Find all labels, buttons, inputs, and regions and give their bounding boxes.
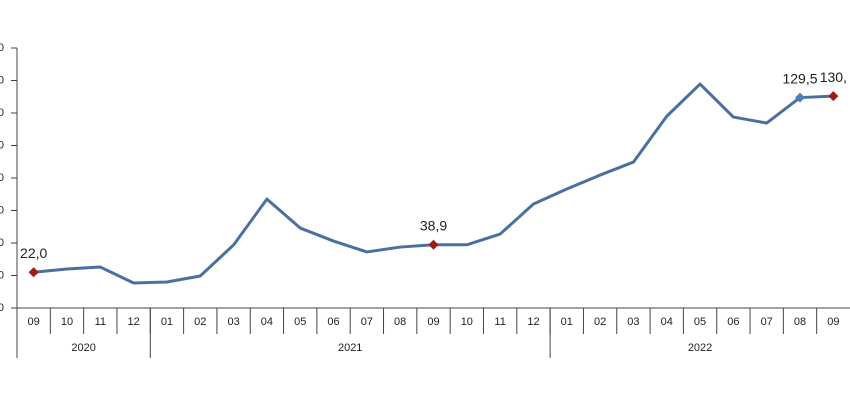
x-tick-label: 06: [727, 316, 739, 328]
y-tick-label: 80: [0, 172, 4, 184]
x-tick-label: 08: [394, 316, 406, 328]
x-tick-label: 05: [694, 316, 706, 328]
value-label: 22,0: [20, 245, 47, 261]
x-tick-label: 04: [261, 316, 273, 328]
x-tick-label: 01: [161, 316, 173, 328]
x-tick-label: 12: [127, 316, 139, 328]
y-tick-label: 0: [0, 302, 4, 314]
x-tick-label: 09: [28, 316, 40, 328]
x-tick-label: 05: [294, 316, 306, 328]
x-tick-label: 02: [194, 316, 206, 328]
value-label: 130,: [820, 69, 847, 85]
x-tick-label: 12: [527, 316, 539, 328]
x-tick-label: 03: [627, 316, 639, 328]
year-label: 2021: [338, 342, 362, 354]
line: [33, 82, 834, 285]
y-tick-label: 120: [0, 107, 4, 119]
x-tick-label: 07: [761, 316, 773, 328]
x-tick-label: 08: [794, 316, 806, 328]
y-tick-label: 20: [0, 269, 4, 281]
marker: [428, 239, 439, 250]
y-tick-label: 60: [0, 204, 4, 216]
y-tick-label: 40: [0, 237, 4, 249]
y-tick-label: 160: [0, 42, 4, 54]
marker: [828, 91, 839, 102]
x-tick-label: 10: [61, 316, 73, 328]
x-tick-label: 10: [461, 316, 473, 328]
x-tick-label: 07: [361, 316, 373, 328]
x-tick-label: 09: [827, 316, 839, 328]
x-tick-label: 11: [494, 316, 505, 328]
x-tick-label: 11: [95, 316, 106, 328]
y-tick-label: 140: [0, 74, 4, 86]
x-tick-label: 09: [427, 316, 439, 328]
year-label: 2020: [71, 342, 95, 354]
x-tick-label: 03: [227, 316, 239, 328]
x-tick-label: 06: [327, 316, 339, 328]
marker: [28, 267, 39, 278]
x-tick-label: 01: [561, 316, 573, 328]
y-tick-label: 100: [0, 139, 4, 151]
x-tick-label: 04: [661, 316, 673, 328]
value-label: 129,5: [782, 70, 817, 86]
x-tick-label: 02: [594, 316, 606, 328]
value-label: 38,9: [420, 217, 447, 233]
year-label: 2022: [688, 342, 712, 354]
marker: [795, 92, 806, 103]
